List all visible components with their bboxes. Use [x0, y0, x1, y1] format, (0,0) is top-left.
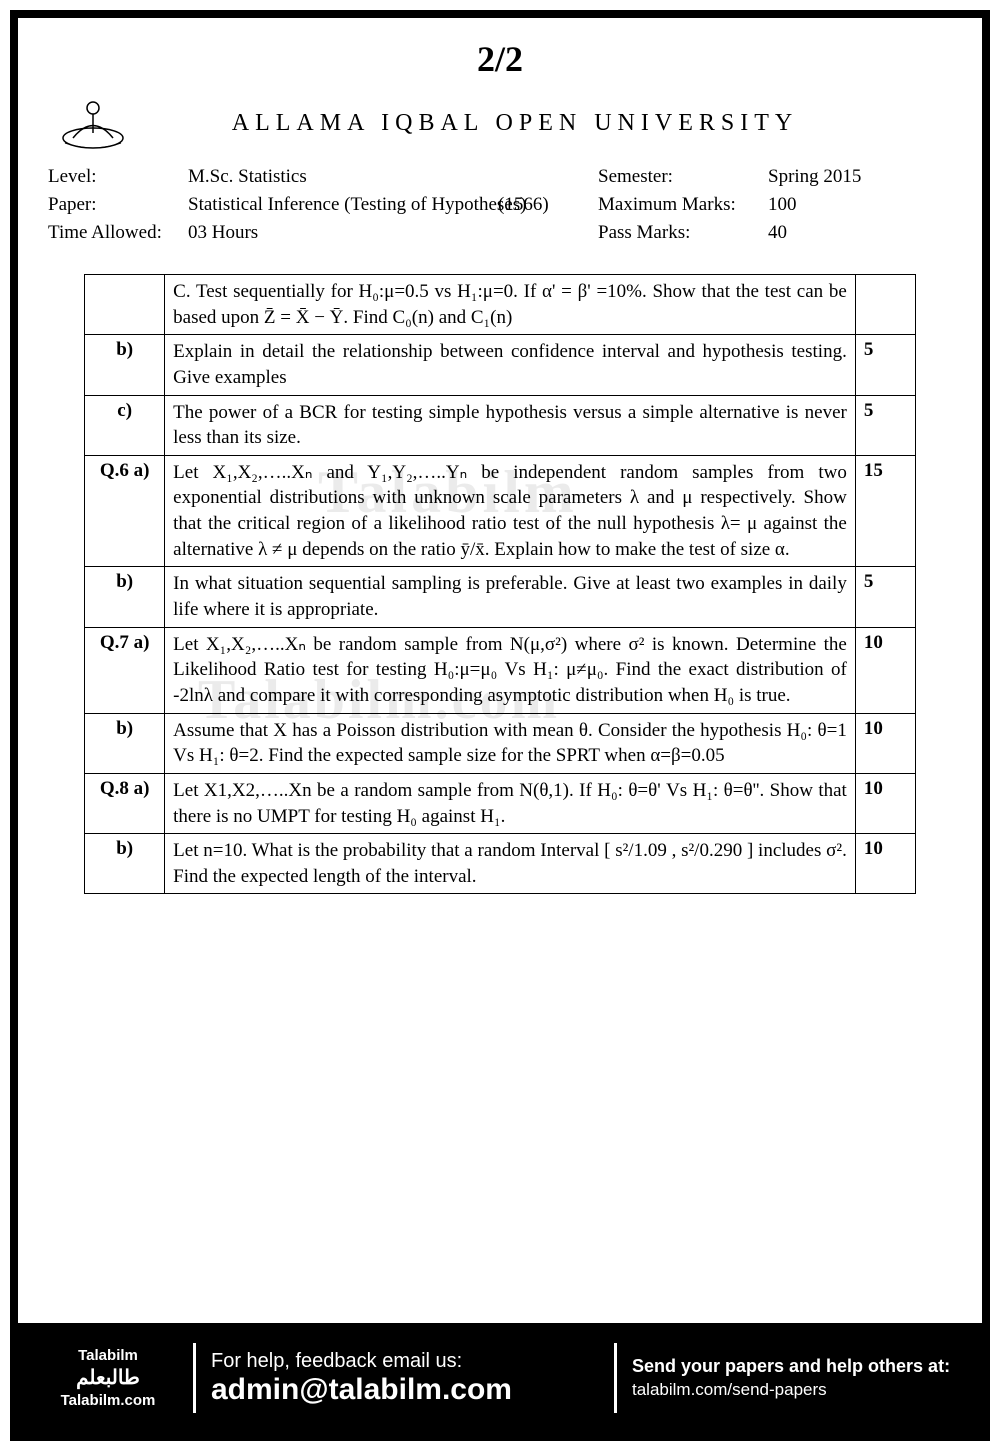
question-label: Q.7 a) [85, 627, 165, 713]
footer-send-url: talabilm.com/send-papers [632, 1379, 962, 1401]
time-label: Time Allowed: [48, 222, 188, 244]
table-row: Q.7 a)Let X₁,X₂,…..Xₙ be random sample f… [85, 627, 916, 713]
time-value: 03 Hours [188, 222, 498, 244]
footer-help-email: admin@talabilm.com [211, 1373, 599, 1407]
footer-brand-1: Talabilm [38, 1346, 178, 1366]
footer-separator-1 [193, 1343, 196, 1413]
question-marks: 10 [855, 773, 915, 833]
footer-bar: Talabilm طالبعلم Talabilm.com For help, … [18, 1323, 982, 1433]
question-marks: 5 [855, 567, 915, 627]
table-row: Q.8 a)Let X1,X2,…..Xn be a random sample… [85, 773, 916, 833]
question-text: Explain in detail the relationship betwe… [165, 335, 856, 395]
question-text: Assume that X has a Poisson distribution… [165, 713, 856, 773]
maxmarks-label: Maximum Marks: [598, 194, 768, 216]
level-value: M.Sc. Statistics [188, 166, 498, 188]
question-marks: 10 [855, 713, 915, 773]
page-number: 2/2 [48, 38, 952, 80]
question-text: Let X₁,X₂,…..Xₙ be random sample from N(… [165, 627, 856, 713]
footer-brand-arabic: طالبعلم [38, 1365, 178, 1391]
question-label: c) [85, 395, 165, 455]
maxmarks-value: 100 [768, 194, 888, 216]
question-text: Let n=10. What is the probability that a… [165, 834, 856, 894]
question-marks: 5 [855, 395, 915, 455]
questions-table: C. Test sequentially for H₀:μ=0.5 vs H₁:… [84, 274, 916, 894]
table-row: c)The power of a BCR for testing simple … [85, 395, 916, 455]
question-marks: 10 [855, 627, 915, 713]
semester-value: Spring 2015 [768, 166, 888, 188]
table-row: b)In what situation sequential sampling … [85, 567, 916, 627]
question-label: Q.6 a) [85, 455, 165, 567]
passmarks-value: 40 [768, 222, 888, 244]
meta-grid: Level: M.Sc. Statistics Semester: Spring… [48, 166, 952, 244]
question-marks: 15 [855, 455, 915, 567]
footer-help-line1: For help, feedback email us: [211, 1350, 599, 1373]
question-text: C. Test sequentially for H₀:μ=0.5 vs H₁:… [165, 275, 856, 335]
table-row: b)Let n=10. What is the probability that… [85, 834, 916, 894]
question-label: b) [85, 567, 165, 627]
footer-help-block: For help, feedback email us: admin@talab… [211, 1350, 599, 1407]
paper-label: Paper: [48, 194, 188, 216]
page-border: 2/2 ALLAMA IQBAL OPEN UNIVERSITY Level: … [10, 10, 990, 1441]
table-row: Q.6 a)Let X₁,X₂,…..Xₙ and Y₁,Y₂,…..Yₙ be… [85, 455, 916, 567]
table-row: C. Test sequentially for H₀:μ=0.5 vs H₁:… [85, 275, 916, 335]
question-label: b) [85, 834, 165, 894]
meta-spacer2 [498, 222, 598, 244]
university-name: ALLAMA IQBAL OPEN UNIVERSITY [138, 110, 952, 137]
paper-code: (1566) [498, 194, 598, 216]
table-row: b)Explain in detail the relationship bet… [85, 335, 916, 395]
university-logo-icon [48, 88, 138, 158]
passmarks-label: Pass Marks: [598, 222, 768, 244]
footer-separator-2 [614, 1343, 617, 1413]
question-label [85, 275, 165, 335]
question-text: Let X₁,X₂,…..Xₙ and Y₁,Y₂,…..Yₙ be indep… [165, 455, 856, 567]
meta-spacer [498, 166, 598, 188]
footer-brand-block: Talabilm طالبعلم Talabilm.com [38, 1346, 178, 1411]
question-text: The power of a BCR for testing simple hy… [165, 395, 856, 455]
table-row: b)Assume that X has a Poisson distributi… [85, 713, 916, 773]
semester-label: Semester: [598, 166, 768, 188]
question-label: Q.8 a) [85, 773, 165, 833]
question-text: In what situation sequential sampling is… [165, 567, 856, 627]
question-marks: 10 [855, 834, 915, 894]
question-marks [855, 275, 915, 335]
level-label: Level: [48, 166, 188, 188]
footer-send-block: Send your papers and help others at: tal… [632, 1355, 962, 1400]
header-row: ALLAMA IQBAL OPEN UNIVERSITY [48, 88, 952, 158]
paper-value: Statistical Inference (Testing of Hypoth… [188, 194, 498, 216]
question-label: b) [85, 713, 165, 773]
question-marks: 5 [855, 335, 915, 395]
footer-send-line1: Send your papers and help others at: [632, 1355, 962, 1378]
footer-brand-2: Talabilm.com [38, 1391, 178, 1411]
page-content: 2/2 ALLAMA IQBAL OPEN UNIVERSITY Level: … [18, 18, 982, 894]
question-text: Let X1,X2,…..Xn be a random sample from … [165, 773, 856, 833]
question-label: b) [85, 335, 165, 395]
